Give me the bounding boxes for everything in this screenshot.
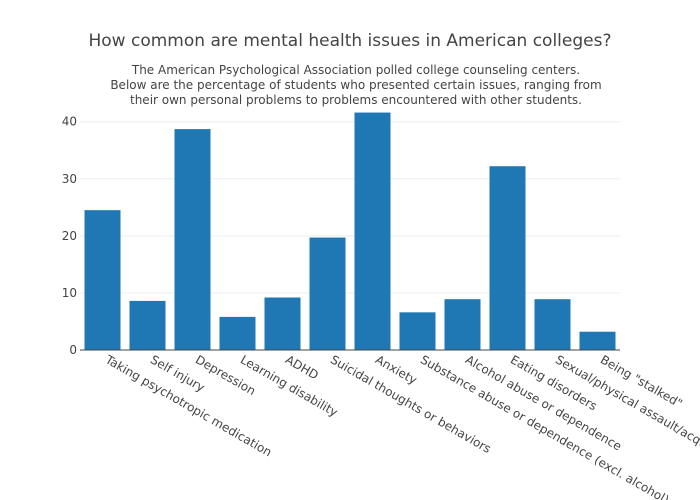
bar <box>174 129 211 350</box>
bar <box>579 331 616 350</box>
bar <box>84 210 121 350</box>
y-axis-ticks: 0 10 20 30 40 <box>62 115 77 357</box>
bar <box>399 312 436 350</box>
chart-title: How common are mental health issues in A… <box>89 31 612 51</box>
bar <box>489 166 526 350</box>
bar <box>534 299 571 350</box>
y-tick-label: 20 <box>62 229 77 243</box>
bar <box>444 299 481 350</box>
x-tick-label: Suicidal thoughts or behaviors <box>328 352 493 456</box>
gridlines <box>80 121 620 294</box>
y-tick-label: 10 <box>62 286 77 300</box>
chart-subtitle-line-2: Below are the percentage of students who… <box>110 78 601 92</box>
chart-subtitle-line-3: their own personal problems to problems … <box>130 93 582 107</box>
y-tick-label: 0 <box>69 343 77 357</box>
y-tick-label: 30 <box>62 172 77 186</box>
bar <box>354 112 391 351</box>
bar <box>219 316 256 350</box>
bar <box>309 237 346 350</box>
y-tick-label: 40 <box>62 115 77 129</box>
bars <box>84 112 616 351</box>
bar <box>129 300 166 350</box>
chart-subtitle-line-1: The American Psychological Association p… <box>131 63 580 77</box>
bar <box>264 297 301 350</box>
